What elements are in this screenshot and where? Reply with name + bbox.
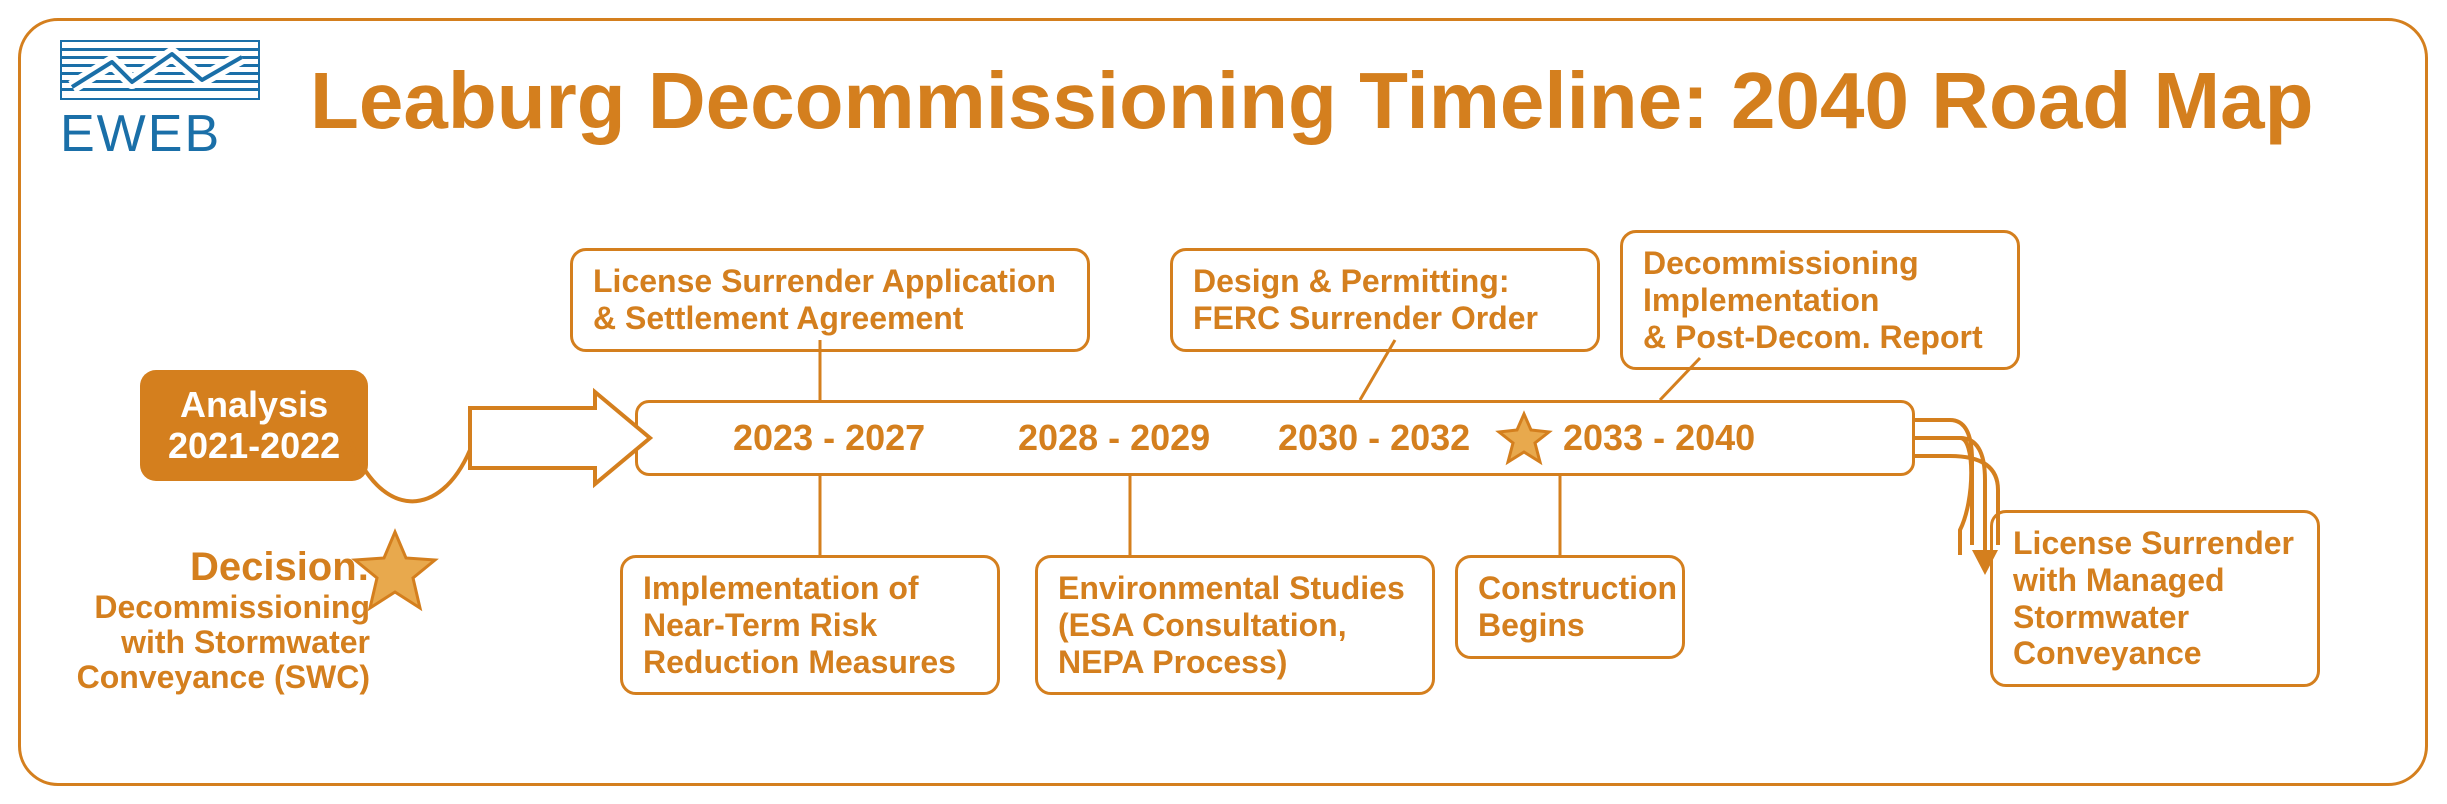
eweb-logo-graphic (60, 40, 260, 100)
callout-text: ConstructionBegins (1478, 570, 1677, 643)
decision-line1: Decommissioning (40, 590, 370, 625)
callout-text: License Surrender Application& Settlemen… (593, 263, 1056, 336)
analysis-line2: 2021-2022 (168, 425, 340, 466)
analysis-box: Analysis 2021-2022 (140, 370, 368, 481)
period-2028-2029: 2028 - 2029 (1018, 417, 1210, 459)
period-2030-2032: 2030 - 2032 (1278, 417, 1470, 459)
eweb-logo: EWEB (60, 40, 260, 164)
page-title: Leaburg Decommissioning Timeline: 2040 R… (310, 55, 2313, 147)
callout-near-term-risk: Implementation ofNear-Term RiskReduction… (620, 555, 1000, 695)
callout-text: Design & Permitting:FERC Surrender Order (1193, 263, 1538, 336)
analysis-line1: Analysis (168, 384, 340, 425)
period-2033-2040: 2033 - 2040 (1563, 417, 1755, 459)
callout-text: Implementation ofNear-Term RiskReduction… (643, 570, 956, 680)
decision-heading: Decision: (40, 545, 370, 590)
decision-line2: with Stormwater (40, 625, 370, 660)
callout-text: Environmental Studies(ESA Consultation,N… (1058, 570, 1405, 680)
callout-decom-impl: DecommissioningImplementation& Post-Deco… (1620, 230, 2020, 370)
callout-license-surrender-app: License Surrender Application& Settlemen… (570, 248, 1090, 352)
decision-line3: Conveyance (SWC) (40, 660, 370, 695)
swc-arrow-label: SWC (490, 414, 569, 453)
callout-text: License Surrenderwith ManagedStormwaterC… (2013, 525, 2294, 671)
decision-label: Decision: Decommissioning with Stormwate… (40, 545, 370, 696)
callout-final-outcome: License Surrenderwith ManagedStormwaterC… (1990, 510, 2320, 687)
eweb-logo-text: EWEB (60, 104, 260, 164)
callout-env-studies: Environmental Studies(ESA Consultation,N… (1035, 555, 1435, 695)
callout-construction-begins: ConstructionBegins (1455, 555, 1685, 659)
period-2023-2027: 2023 - 2027 (733, 417, 925, 459)
callout-text: DecommissioningImplementation& Post-Deco… (1643, 245, 1983, 355)
callout-design-permitting: Design & Permitting:FERC Surrender Order (1170, 248, 1600, 352)
timeline-bar: 2023 - 2027 2028 - 2029 2030 - 2032 2033… (635, 400, 1915, 476)
